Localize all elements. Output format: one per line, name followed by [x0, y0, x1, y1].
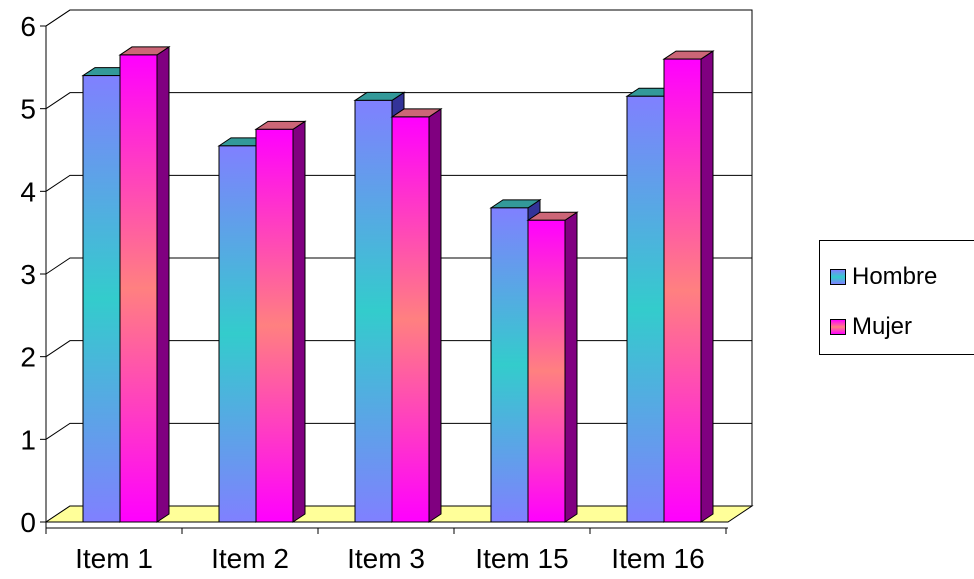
bar-hombre: [218, 145, 257, 523]
y-tick-label: 3: [20, 259, 36, 290]
bar-hombre: [626, 95, 665, 523]
legend: Hombre Mujer: [819, 240, 974, 355]
gridline: [45, 92, 752, 110]
bar-mujer: [663, 58, 702, 523]
x-tick-label: Item 1: [75, 543, 153, 574]
legend-swatch-hombre: [830, 269, 846, 285]
y-tick-labels: 0 1 2 3 4 5 6: [20, 11, 36, 538]
gridline: [45, 9, 752, 27]
bar-mujer: [255, 128, 294, 523]
x-tick-label: Item 2: [211, 543, 289, 574]
bar-side-mujer: [292, 120, 306, 523]
legend-item-hombre: Hombre: [830, 263, 937, 291]
bar-hombre: [354, 99, 393, 523]
x-tick-label: Item 3: [347, 543, 425, 574]
y-tick-label: 4: [20, 176, 36, 207]
bar-side-mujer: [428, 107, 442, 523]
bar-hombre: [82, 75, 121, 523]
x-tick-labels: Item 1 Item 2 Item 3 Item 15 Item 16: [75, 543, 705, 574]
bar-side-mujer: [564, 211, 578, 523]
axes: [40, 25, 728, 534]
bar-hombre: [490, 207, 529, 523]
x-tick-label: Item 15: [475, 543, 568, 574]
bar-mujer: [391, 116, 430, 523]
y-tick-label: 1: [20, 424, 36, 455]
y-tick-label: 2: [20, 342, 36, 373]
legend-swatch-mujer: [830, 319, 846, 335]
y-tick-label: 5: [20, 94, 36, 125]
legend-label-mujer: Mujer: [852, 313, 913, 340]
legend-label-hombre: Hombre: [852, 263, 938, 290]
bar-side-mujer: [700, 50, 714, 523]
bars: [81, 45, 715, 523]
bar-mujer: [527, 219, 566, 523]
legend-item-mujer: Mujer: [830, 313, 912, 341]
bar-side-mujer: [156, 45, 170, 523]
bar-mujer: [119, 54, 158, 523]
y-tick-label: 6: [20, 11, 36, 42]
x-tick-label: Item 16: [611, 543, 704, 574]
gridline: [45, 174, 752, 192]
y-tick-label: 0: [20, 507, 36, 538]
